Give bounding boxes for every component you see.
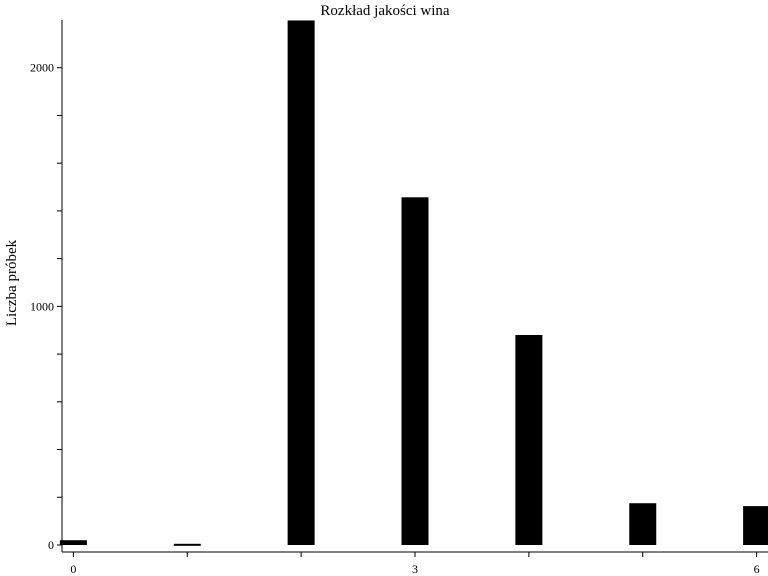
bars (59, 20, 768, 546)
y-tick-label: 2000 (30, 61, 54, 75)
chart-title: Rozkład jakości wina (320, 3, 449, 19)
y-axis-label: Liczba próbek (4, 239, 20, 326)
bar-3 (401, 197, 429, 545)
x-tick-label: 3 (412, 562, 418, 576)
x-tick-label: 0 (70, 562, 76, 576)
y-tick-label: 1000 (30, 299, 54, 313)
bar-5 (629, 503, 657, 545)
bar-2 (287, 20, 315, 545)
x-axis-ticks: 0 3 6 (70, 552, 760, 576)
bar-6 (743, 506, 768, 545)
x-tick-label: 6 (754, 562, 760, 576)
bar-4 (515, 335, 543, 545)
y-tick-label: 0 (48, 538, 54, 552)
bar-1 (173, 543, 201, 546)
bar-0 (59, 540, 87, 545)
y-axis-ticks: 0 1000 2000 (30, 61, 62, 552)
